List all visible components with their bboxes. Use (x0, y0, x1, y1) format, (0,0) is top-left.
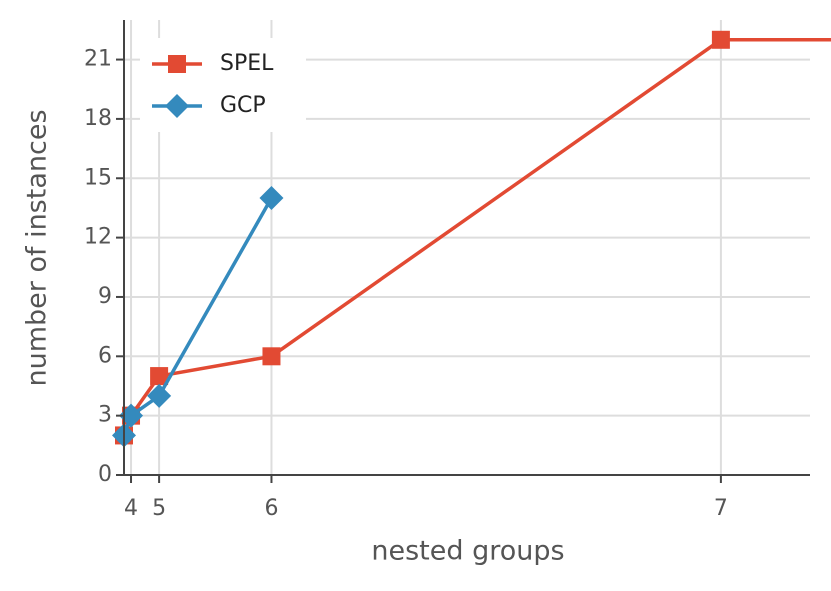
marker (168, 55, 186, 73)
legend-box (140, 38, 306, 132)
y-tick-label: 3 (98, 403, 112, 428)
x-tick-label: 7 (714, 496, 728, 521)
marker (150, 367, 169, 386)
x-tick-label: 5 (152, 496, 166, 521)
y-tick-label: 6 (98, 343, 112, 368)
x-axis-label: nested groups (371, 536, 564, 567)
y-axis-label: number of instances (22, 109, 53, 386)
legend: SPEL GCP (140, 38, 306, 132)
marker (262, 347, 281, 366)
legend-label: GCP (220, 93, 266, 118)
legend-label: SPEL (220, 51, 274, 76)
y-tick-label: 18 (84, 106, 112, 131)
marker (119, 403, 144, 428)
marker (165, 94, 189, 118)
y-tick-label: 9 (98, 284, 112, 309)
x-tick-label: 4 (124, 496, 138, 521)
y-tick-label: 12 (84, 225, 112, 250)
plot-area (112, 30, 831, 448)
marker (259, 186, 284, 211)
marker (711, 30, 730, 49)
y-tick-label: 0 (98, 462, 112, 487)
marker (147, 383, 172, 408)
series-line (122, 197, 273, 437)
x-tick-label: 6 (264, 496, 278, 521)
y-tick-label: 15 (84, 165, 112, 190)
y-tick-label: 21 (84, 47, 112, 72)
